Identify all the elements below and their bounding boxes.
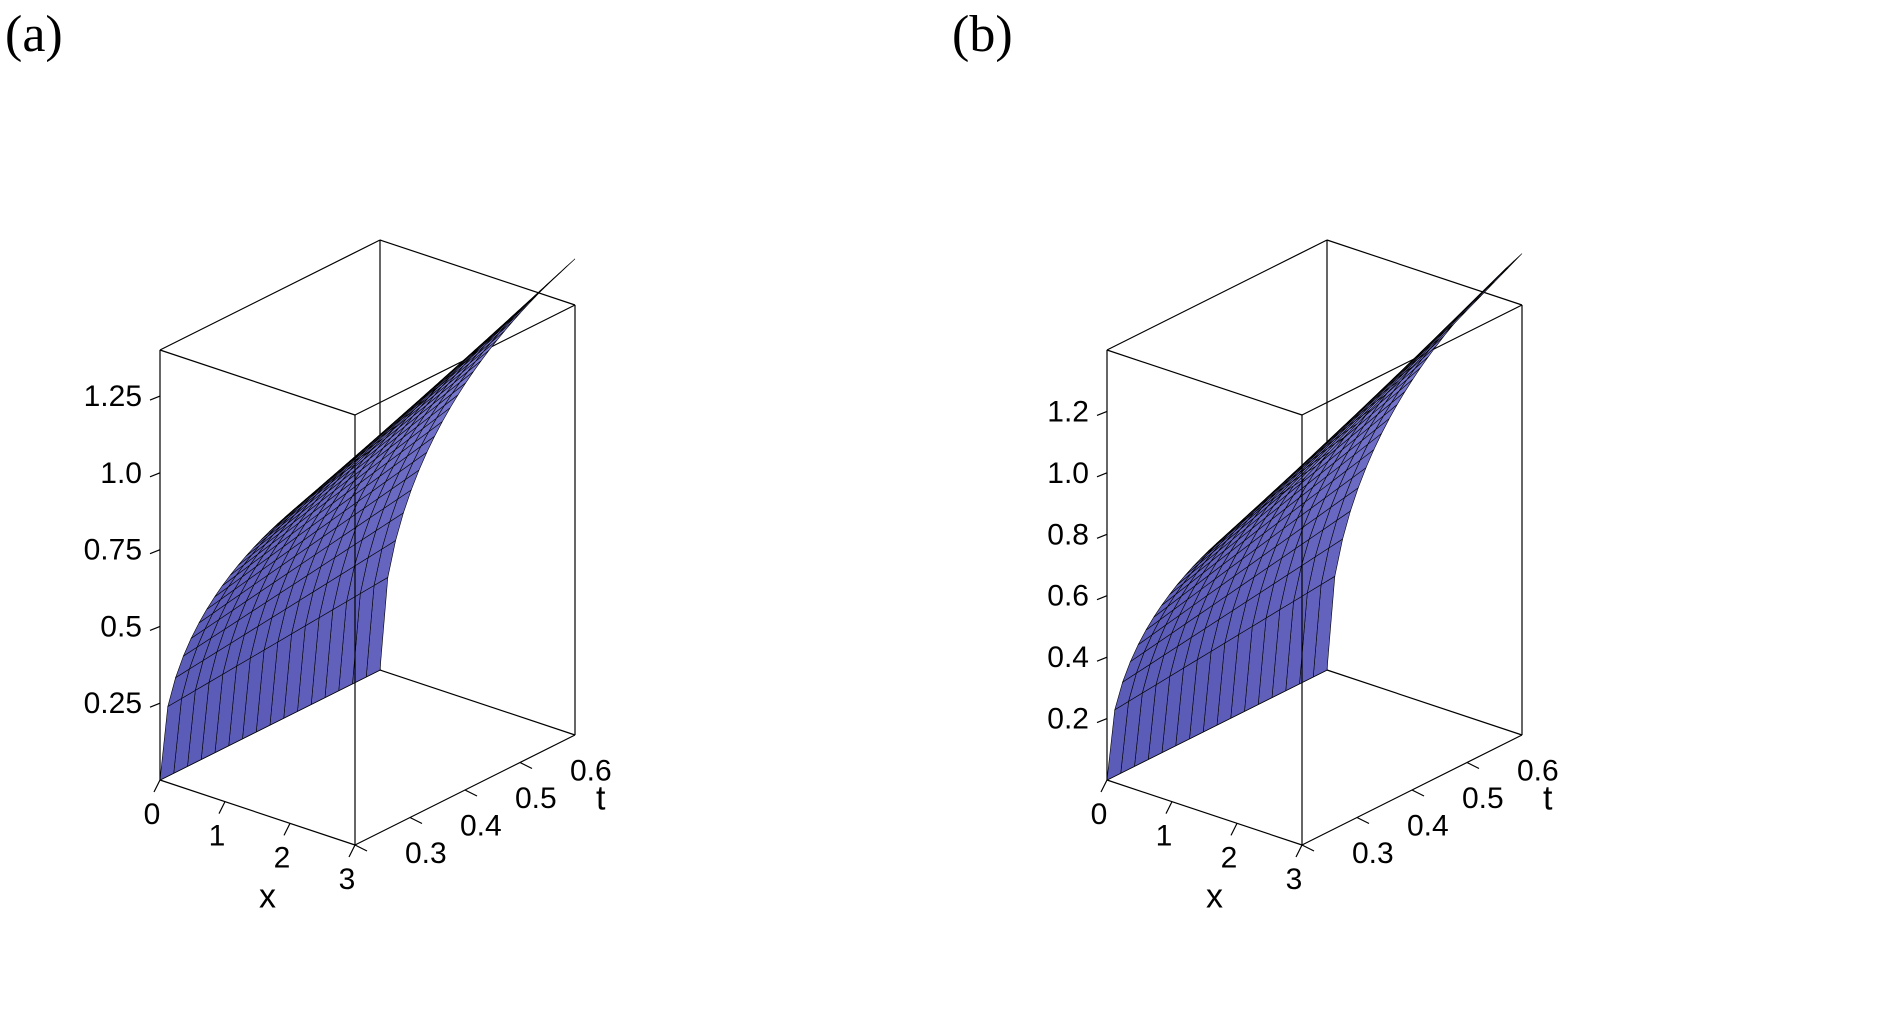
svg-text:0.75: 0.75 [84, 534, 142, 567]
svg-text:0: 0 [1091, 798, 1108, 831]
svg-text:2: 2 [1221, 841, 1238, 874]
figure: (a) 0.250.50.751.01.250123x0.30.40.50.6t… [0, 0, 1894, 1027]
svg-text:1.25: 1.25 [84, 380, 142, 413]
svg-text:0.6: 0.6 [570, 755, 612, 788]
svg-text:0.4: 0.4 [1047, 641, 1089, 674]
svg-text:0.25: 0.25 [84, 687, 142, 720]
panel-b-label: (b) [952, 5, 1013, 64]
svg-text:2: 2 [274, 841, 291, 874]
panel-a-label: (a) [5, 5, 63, 64]
svg-text:t: t [1543, 780, 1553, 818]
plot3d-b: 0.20.40.60.81.01.20123x0.30.40.50.6t [947, 0, 1894, 1027]
svg-text:0.4: 0.4 [1407, 810, 1449, 843]
svg-text:0: 0 [144, 798, 161, 831]
svg-text:0.3: 0.3 [405, 837, 447, 870]
svg-text:1.0: 1.0 [100, 457, 142, 490]
svg-text:0.8: 0.8 [1047, 518, 1089, 551]
svg-text:1.2: 1.2 [1047, 395, 1089, 428]
svg-text:0.6: 0.6 [1047, 580, 1089, 613]
svg-text:x: x [1206, 878, 1223, 916]
svg-text:0.6: 0.6 [1517, 755, 1559, 788]
svg-text:0.2: 0.2 [1047, 703, 1089, 736]
svg-text:0.4: 0.4 [460, 810, 502, 843]
svg-text:0.5: 0.5 [1462, 782, 1504, 815]
svg-text:3: 3 [339, 863, 356, 896]
panel-a: (a) 0.25 0.5 0.75 1.0 1.25 0 1 2 3 x 0.3 0.4 0.5 0.6t [0, 0, 947, 1027]
panel-b: (b) 0.20.40.60.81.01.20123x0.30.40.50.6t [947, 0, 1894, 1027]
svg-text:1: 1 [209, 820, 226, 853]
svg-text:t: t [596, 780, 606, 818]
svg-text:x: x [259, 878, 276, 916]
svg-text:1.0: 1.0 [1047, 457, 1089, 490]
svg-text:0.5: 0.5 [515, 782, 557, 815]
plot3d-a: 0.25 0.5 0.75 1.0 1.25 0 1 2 3 x 0.3 0.4 0.5 0.6t [0, 0, 947, 1027]
svg-text:1: 1 [1156, 820, 1173, 853]
svg-text:0.5: 0.5 [100, 610, 142, 643]
svg-text:0.3: 0.3 [1352, 837, 1394, 870]
svg-text:3: 3 [1286, 863, 1303, 896]
